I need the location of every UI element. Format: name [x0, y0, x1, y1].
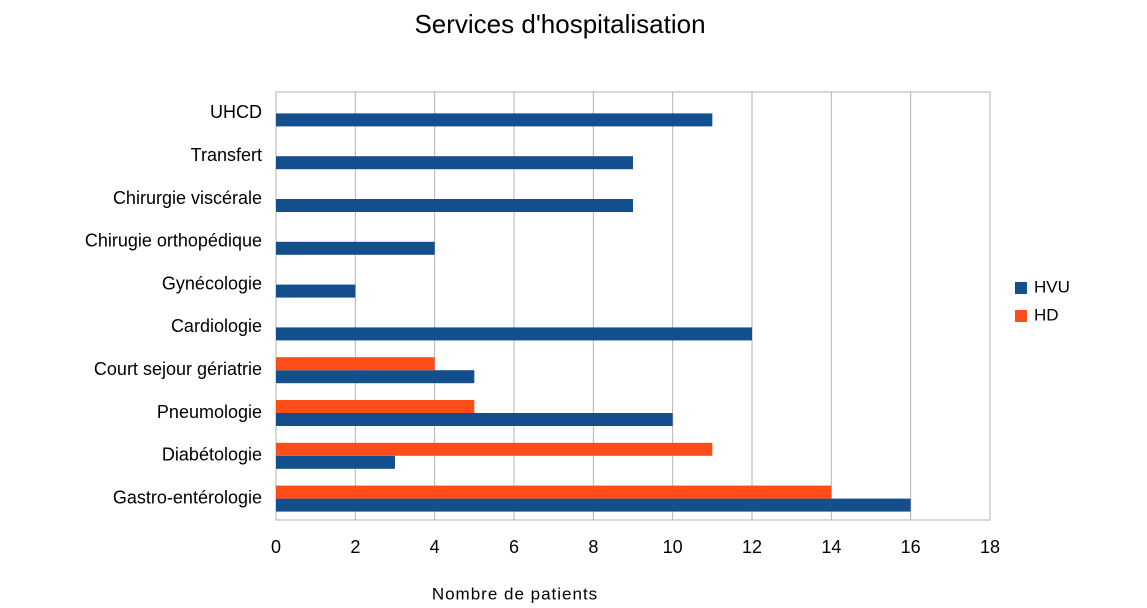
x-tick-label: 18	[980, 537, 1000, 557]
x-tick-label: 8	[588, 537, 598, 557]
x-tick-label: 12	[742, 537, 762, 557]
y-tick-label: Chirurgie viscérale	[113, 188, 262, 208]
x-tick-label: 14	[821, 537, 841, 557]
x-tick-label: 10	[663, 537, 683, 557]
bar	[276, 156, 633, 170]
y-tick-label: Pneumologie	[157, 402, 262, 422]
bar	[276, 498, 911, 512]
x-tick-label: 2	[350, 537, 360, 557]
bar	[276, 413, 673, 426]
x-tick-label: 6	[509, 537, 519, 557]
legend-swatch	[1015, 310, 1027, 322]
y-tick-label: Gastro-entérologie	[113, 487, 262, 507]
bar	[276, 455, 395, 469]
y-tick-label: Chirugie orthopédique	[85, 231, 262, 251]
bar	[276, 442, 713, 456]
x-tick-label: 4	[430, 537, 440, 557]
y-tick-label: Court sejour gériatrie	[94, 359, 262, 379]
plot-border	[275, 91, 991, 521]
bar	[276, 199, 633, 212]
y-tick-label: Diabétologie	[162, 445, 262, 465]
chart-title: Services d'hospitalisation	[414, 9, 705, 39]
bar	[276, 327, 752, 341]
legend-swatch	[1015, 282, 1027, 294]
bar	[276, 370, 475, 384]
bar	[276, 284, 356, 298]
y-tick-label: UHCD	[210, 102, 262, 122]
y-tick-label: Transfert	[191, 145, 262, 165]
bar	[276, 357, 435, 371]
x-tick-label: 0	[271, 537, 281, 557]
x-tick-label: 16	[901, 537, 921, 557]
y-tick-label: Cardiologie	[171, 316, 262, 336]
x-axis-label: Nombre de patients	[432, 584, 598, 603]
y-tick-label: Gynécologie	[162, 273, 262, 293]
legend-label: HVU	[1034, 277, 1070, 296]
bar	[276, 485, 832, 499]
bar	[276, 113, 713, 127]
bar	[276, 400, 475, 413]
legend-label: HD	[1034, 305, 1059, 324]
bar	[276, 241, 435, 255]
